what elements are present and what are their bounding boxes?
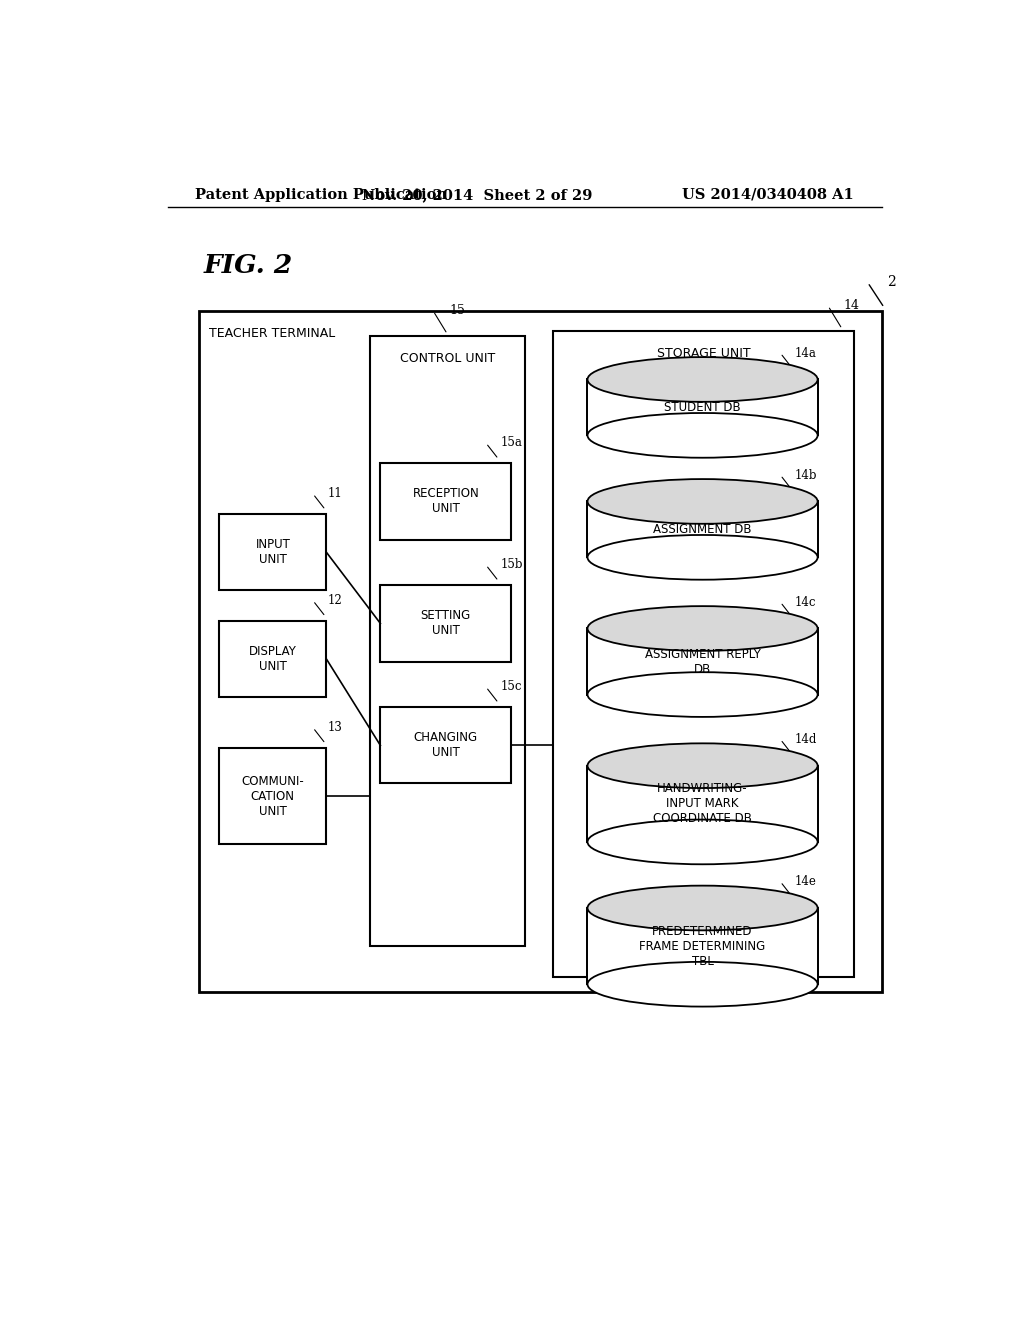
Text: 14b: 14b xyxy=(795,469,817,482)
Ellipse shape xyxy=(588,606,817,651)
Bar xyxy=(588,766,817,842)
Text: HANDWRITING-
INPUT MARK
COORDINATE DB: HANDWRITING- INPUT MARK COORDINATE DB xyxy=(653,783,752,825)
Text: 14: 14 xyxy=(844,300,860,313)
Text: Patent Application Publication: Patent Application Publication xyxy=(196,187,447,202)
Text: COMMUNI-
CATION
UNIT: COMMUNI- CATION UNIT xyxy=(242,775,304,817)
Text: 15: 15 xyxy=(449,305,465,317)
Bar xyxy=(588,379,817,436)
Text: CHANGING
UNIT: CHANGING UNIT xyxy=(414,731,478,759)
Bar xyxy=(588,379,817,436)
Ellipse shape xyxy=(588,886,817,931)
Text: 11: 11 xyxy=(328,487,342,500)
Text: FIG. 2: FIG. 2 xyxy=(204,252,293,277)
Text: PREDETERMINED
FRAME DETERMINING
TBL: PREDETERMINED FRAME DETERMINING TBL xyxy=(639,924,766,968)
Text: RECEPTION
UNIT: RECEPTION UNIT xyxy=(413,487,479,515)
Text: DISPLAY
UNIT: DISPLAY UNIT xyxy=(249,645,297,673)
Text: 13: 13 xyxy=(328,721,342,734)
Bar xyxy=(380,708,511,784)
Text: SETTING
UNIT: SETTING UNIT xyxy=(421,610,471,638)
Text: CONTROL UNIT: CONTROL UNIT xyxy=(399,352,495,366)
Bar xyxy=(380,463,511,540)
Ellipse shape xyxy=(588,743,817,788)
Bar xyxy=(219,620,327,697)
Text: STUDENT DB: STUDENT DB xyxy=(665,401,741,414)
Bar xyxy=(370,337,524,946)
Bar xyxy=(588,502,817,557)
Bar xyxy=(588,908,817,985)
Ellipse shape xyxy=(588,413,817,458)
Bar xyxy=(219,748,327,845)
Ellipse shape xyxy=(588,962,817,1007)
Text: 14e: 14e xyxy=(795,875,816,888)
Text: 12: 12 xyxy=(328,594,342,607)
Text: 15a: 15a xyxy=(500,437,522,450)
Text: ASSIGNMENT REPLY
DB: ASSIGNMENT REPLY DB xyxy=(645,648,761,676)
Bar xyxy=(588,766,817,842)
Ellipse shape xyxy=(588,358,817,401)
Bar xyxy=(588,908,817,985)
Text: STORAGE UNIT: STORAGE UNIT xyxy=(656,347,751,360)
Text: INPUT
UNIT: INPUT UNIT xyxy=(255,539,290,566)
Bar xyxy=(553,331,854,977)
Bar xyxy=(588,628,817,694)
Text: 15c: 15c xyxy=(500,680,521,693)
Text: Nov. 20, 2014  Sheet 2 of 29: Nov. 20, 2014 Sheet 2 of 29 xyxy=(362,187,592,202)
Ellipse shape xyxy=(588,820,817,865)
Text: 2: 2 xyxy=(887,276,895,289)
Bar xyxy=(380,585,511,661)
Text: ASSIGNMENT DB: ASSIGNMENT DB xyxy=(653,523,752,536)
Text: 14d: 14d xyxy=(795,733,817,746)
Text: TEACHER TERMINAL: TEACHER TERMINAL xyxy=(209,327,335,339)
Text: 15b: 15b xyxy=(500,558,522,572)
Bar xyxy=(588,502,817,557)
Text: 14c: 14c xyxy=(795,595,816,609)
Bar xyxy=(200,312,882,991)
Ellipse shape xyxy=(588,479,817,524)
Ellipse shape xyxy=(588,535,817,579)
Text: US 2014/0340408 A1: US 2014/0340408 A1 xyxy=(682,187,854,202)
Text: 14a: 14a xyxy=(795,347,816,359)
Bar xyxy=(219,515,327,590)
Bar xyxy=(588,628,817,694)
Ellipse shape xyxy=(588,672,817,717)
